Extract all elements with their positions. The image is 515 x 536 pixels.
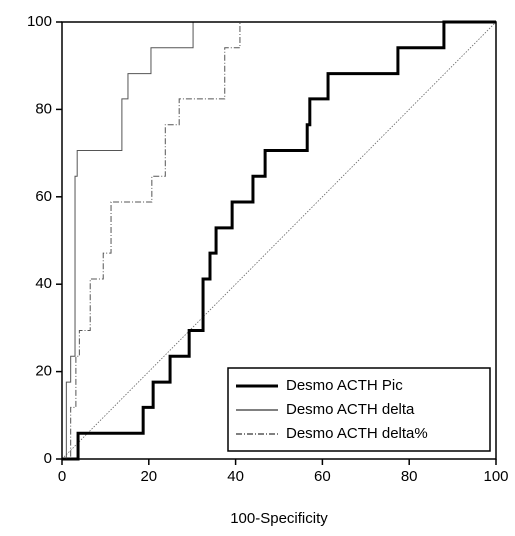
legend-label: Desmo ACTH delta [286, 401, 415, 418]
y-tick-label: 40 [35, 275, 52, 292]
y-tick-label: 0 [44, 450, 52, 467]
plot-frame [61, 21, 497, 460]
y-tick-label: 80 [35, 100, 52, 117]
x-tick-label: 40 [227, 468, 244, 485]
x-tick-label: 20 [140, 468, 157, 485]
reference-line [61, 21, 497, 460]
roc-line [62, 20, 496, 461]
roc-line [62, 21, 496, 460]
y-tick-label: 60 [35, 188, 52, 205]
legend-label: Desmo ACTH Pic [286, 377, 403, 394]
x-axis-label: 100-Specificity [230, 510, 328, 527]
x-tick-label: 60 [314, 468, 331, 485]
roc-line [62, 21, 496, 460]
y-tick-label: 20 [35, 363, 52, 380]
y-tick-label: 100 [27, 13, 52, 30]
legend-box [227, 367, 491, 452]
x-tick-label: 80 [401, 468, 418, 485]
x-tick-label: 100 [483, 468, 508, 485]
legend-label: Desmo ACTH delta% [286, 425, 428, 442]
x-tick-label: 0 [58, 468, 66, 485]
